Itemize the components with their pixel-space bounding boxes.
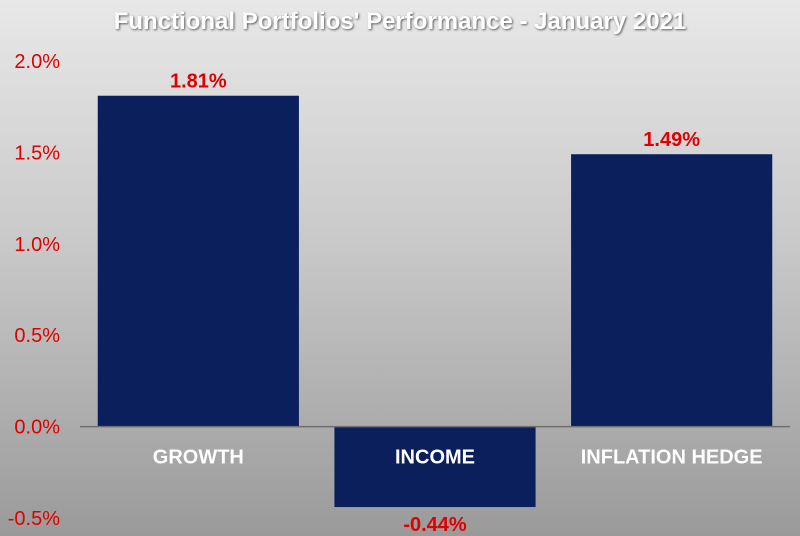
category-label: INCOME [395,447,475,469]
y-tick-label: -0.5% [8,508,60,530]
y-tick-label: 2.0% [14,51,60,73]
y-tick-label: 0.5% [14,325,60,347]
y-tick-label: 1.0% [14,234,60,256]
category-label: INFLATION HEDGE [581,447,763,469]
bar [334,426,536,508]
chart-title: Functional Portfolios' Performance - Jan… [113,8,687,35]
bar [571,154,773,427]
data-label: -0.44% [403,514,467,536]
category-label: GROWTH [153,447,244,469]
data-label: 1.49% [643,129,700,151]
y-tick-label: 0.0% [14,417,60,439]
y-tick-label: 1.5% [14,142,60,164]
data-label: 1.81% [170,71,227,93]
bar [97,95,299,427]
